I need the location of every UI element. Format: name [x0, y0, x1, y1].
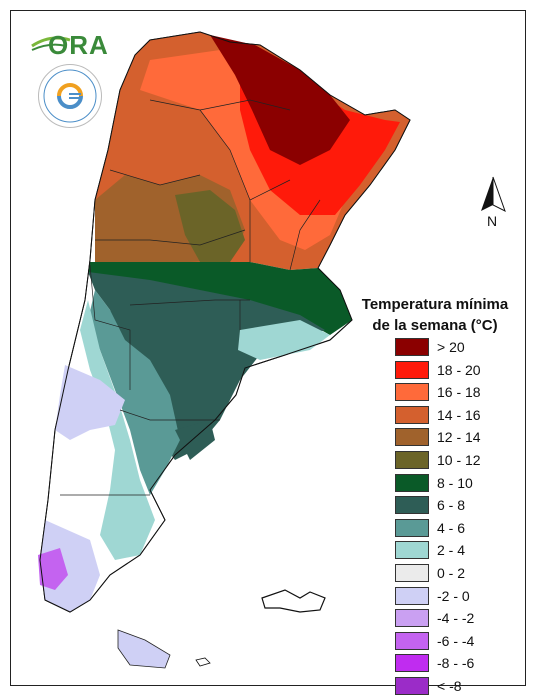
- legend-label: > 20: [437, 339, 465, 355]
- legend-swatch: [395, 450, 429, 469]
- legend-label: 16 - 18: [437, 384, 481, 401]
- legend-swatch: [395, 428, 429, 447]
- legend-swatch: [395, 541, 429, 560]
- legend-label: 6 - 8: [437, 497, 466, 514]
- legend-swatch: [395, 631, 429, 650]
- legend-swatch: [395, 654, 429, 673]
- legend-swatch: [395, 405, 429, 424]
- zone-minus2-0: [55, 365, 125, 440]
- legend-label: 12 - 14: [437, 429, 481, 446]
- legend-label: 8 - 10: [437, 474, 473, 491]
- malvinas-islands: [261, 589, 326, 613]
- north-letter: N: [487, 213, 498, 229]
- zone-8-10: [88, 262, 352, 335]
- legend-label: 10 - 12: [437, 451, 481, 468]
- legend-label: -8 - -6: [437, 655, 475, 672]
- tierra-del-fuego: [117, 629, 171, 669]
- zone-minus4-minus2: [38, 548, 68, 590]
- ora-logo-icon: [31, 36, 71, 51]
- legend-swatch: [395, 518, 429, 537]
- legend-swatch: [395, 360, 429, 379]
- north-arrow-icon: [481, 176, 506, 213]
- province-borders: [60, 99, 321, 496]
- legend-title: Temperatura mínima de la semana (°C): [340, 294, 530, 336]
- legend-swatch: [395, 563, 429, 582]
- small-island: [195, 657, 211, 667]
- legend-label: 0 - 2: [437, 564, 466, 581]
- legend-label: 14 - 16: [437, 406, 481, 423]
- zone-4-6: [88, 290, 180, 495]
- legend-label: 18 - 20: [437, 361, 481, 378]
- legend-label: < -8: [437, 677, 462, 694]
- zone-6-8-chubut: [175, 420, 215, 460]
- legend-title-line2: de la semana (°C): [372, 317, 498, 334]
- legend-swatch: [395, 586, 429, 605]
- ora-logo-text: ORA: [48, 30, 109, 60]
- legend-swatch: [395, 676, 429, 695]
- legend-label: 4 - 6: [437, 519, 466, 536]
- mainland-outline: [39, 31, 411, 613]
- legend-swatch: [395, 496, 429, 515]
- zone-gt-20: [210, 35, 350, 165]
- legend-swatch: [395, 383, 429, 402]
- legend-label: -4 - -2: [437, 610, 475, 627]
- legend-label: -6 - -4: [437, 632, 475, 649]
- legend-swatch: [395, 609, 429, 628]
- smn-seal-icon: [38, 64, 102, 128]
- legend-title-line1: Temperatura mínima: [361, 296, 509, 313]
- legend-swatch: [395, 338, 429, 356]
- legend-label: -2 - 0: [437, 587, 470, 604]
- zone-6-8: [88, 272, 325, 460]
- legend-swatch: [395, 473, 429, 492]
- legend-label: 2 - 4: [437, 542, 466, 559]
- zone-2-4-east: [238, 320, 330, 360]
